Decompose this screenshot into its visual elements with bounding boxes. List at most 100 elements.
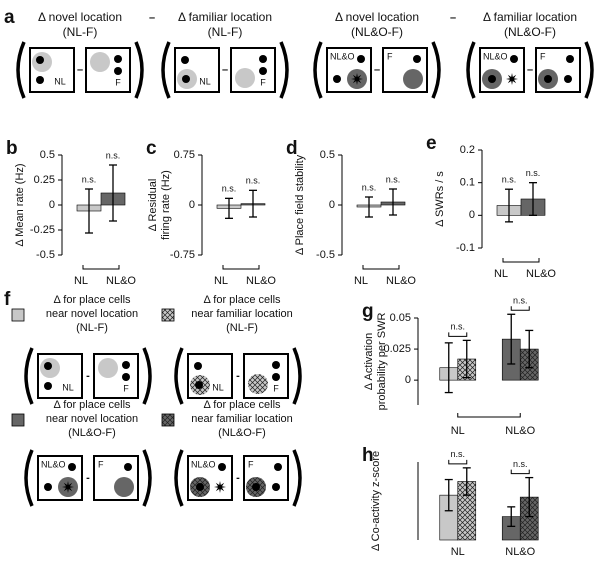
y-tick-label: 0.5 [320,149,335,161]
y-tick-label: 0.2 [460,144,475,156]
cue-dot [68,463,76,471]
cue-dot [544,75,552,83]
box-label: F [260,77,266,87]
x-tick-label: NL&O [505,546,535,558]
box-label: F [248,459,254,469]
arena-box [85,47,131,93]
cue-dot [259,55,267,63]
bar-annotation: n.s. [526,168,541,178]
group-bracket [510,306,530,311]
bar-annotation: n.s. [246,176,261,186]
panel-label: c [146,138,157,159]
cue-dot [333,75,341,83]
parenthesis [24,347,34,405]
parenthesis [161,41,171,99]
star-icon [506,73,518,85]
cue-dot [564,75,572,83]
parenthesis [584,41,594,99]
panel-label: h [362,445,374,466]
x-tick-label: NL [451,425,465,437]
cue-dot [272,361,280,369]
box-label: NL [54,76,66,86]
y-tick-label: 0 [329,199,335,211]
y-axis-label: Δ Place field stability [294,154,306,255]
group-annotation: n.s. [513,296,528,306]
box-label: NL&O [41,459,66,469]
group-bracket [510,469,530,475]
cue-dot [357,55,365,63]
x-tick-label: NL&O [505,425,535,437]
star-icon [351,73,363,85]
box-minus: - [86,370,90,382]
legend-text: (NL-F) [226,322,258,334]
cue-dot [44,382,52,390]
y-tick-label: 0.1 [460,177,475,189]
y-tick-label: 0 [49,199,55,211]
bar-annotation: n.s. [362,182,377,192]
parenthesis [292,449,302,507]
legend-swatch [161,308,175,322]
panel-label: g [362,301,374,322]
term-subtitle: (NL&O-F) [504,25,556,39]
y-tick-label: 0.025 [383,343,411,355]
panel-label: d [286,138,298,159]
cue-dot [259,67,267,75]
term-minus: – [450,12,456,24]
cue-dot [510,55,518,63]
x-tick-label: NL [74,275,88,287]
parenthesis [134,41,144,99]
y-tick-label: -0.75 [170,249,195,261]
bar-annotation: n.s. [502,175,517,185]
group-bracket [457,413,521,418]
star-icon [62,481,74,493]
box-label: NL [199,76,211,86]
object-location [98,358,118,378]
arena-box [230,47,276,93]
bar-annotation: n.s. [106,150,121,160]
cue-dot [114,55,122,63]
term-minus: – [149,12,155,24]
box-minus: – [222,64,228,76]
group-annotation: n.s. [451,322,466,332]
x-tick-label: NL&O [106,275,136,287]
cue-dot [274,463,282,471]
y-tick-label: -0.1 [456,242,475,254]
y-tick-label: 0 [189,199,195,211]
group-bracket [448,332,468,337]
cue-dot [114,67,122,75]
cue-dot [124,463,132,471]
box-label: NL&O [191,459,216,469]
term-title: Δ familiar location [178,10,272,24]
y-axis-label: firing rate (Hz) [160,170,172,240]
y-tick-label: -0.5 [316,249,335,261]
parenthesis [16,41,26,99]
legend-text: Δ for place cells [203,399,281,411]
bar-annotation: n.s. [222,184,237,194]
bar-annotation: n.s. [82,174,97,184]
cue-dot [44,483,52,491]
cue-dot [413,55,421,63]
y-tick-label: -0.5 [36,249,55,261]
panel-label: a [4,7,15,28]
box-minus: – [527,64,533,76]
term-subtitle: (NL-F) [208,25,243,39]
box-label: NL&O [330,51,355,61]
panel-label: e [426,133,437,154]
group-annotation: n.s. [513,459,528,469]
panel-label: f [4,289,11,310]
parenthesis [466,41,476,99]
cue-dot [195,381,203,389]
box-label: NL [212,382,224,392]
parenthesis [142,449,152,507]
cue-dot [182,75,190,83]
x-tick-label: NL [451,546,465,558]
cue-dot [36,76,44,84]
term-title: Δ novel location [38,10,122,24]
group-bracket [82,265,120,270]
term-subtitle: (NL-F) [63,25,98,39]
box-label: F [540,51,546,61]
x-tick-label: NL&O [526,268,556,280]
box-label: F [273,383,279,393]
legend-text: near novel location [46,308,138,320]
